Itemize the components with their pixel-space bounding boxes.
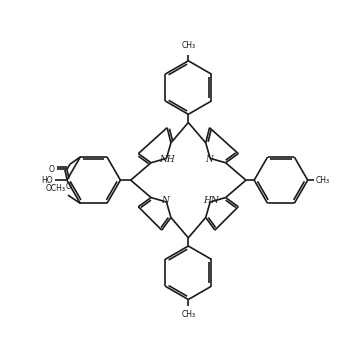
Text: HO: HO	[41, 176, 52, 185]
Text: CH₃: CH₃	[181, 310, 195, 319]
Text: CH₃: CH₃	[181, 42, 195, 51]
Text: O: O	[48, 165, 55, 174]
Text: CH₃: CH₃	[316, 176, 330, 185]
Text: O: O	[66, 182, 72, 191]
Text: N: N	[205, 155, 213, 164]
Text: HN: HN	[203, 196, 219, 206]
Text: NH: NH	[160, 155, 175, 164]
Text: N: N	[161, 196, 170, 206]
Text: OCH₃: OCH₃	[46, 184, 66, 193]
